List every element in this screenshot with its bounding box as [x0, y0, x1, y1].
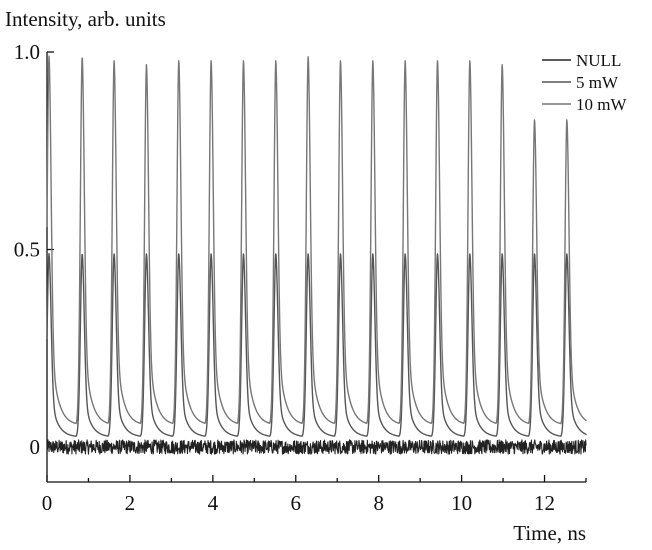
series-line-null: [46, 439, 587, 455]
x-tick-label: 6: [291, 491, 302, 515]
x-tick-label: 2: [125, 491, 136, 515]
axes: 0 2 4 6 8 10 12 0 0.5 1.0: [14, 40, 587, 515]
x-tick-label: 4: [208, 491, 219, 515]
x-axis-label: Time, ns: [513, 521, 586, 545]
x-tick-label: 12: [534, 491, 555, 515]
y-tick-label: 0: [30, 435, 41, 459]
y-tick-label: 1.0: [14, 40, 40, 64]
y-tick-label: 0.5: [14, 238, 40, 262]
x-tick-label: 10: [451, 491, 472, 515]
x-tick-label: 0: [42, 491, 53, 515]
legend-label: NULL: [576, 51, 621, 70]
series-line-5-mw: [46, 252, 587, 437]
plot-area: [46, 55, 587, 455]
legend: NULL 5 mW 10 mW: [542, 51, 627, 114]
legend-label: 5 mW: [576, 73, 619, 92]
legend-label: 10 mW: [576, 95, 627, 114]
x-tick-label: 8: [373, 491, 384, 515]
y-axis-label: Intensity, arb. units: [5, 7, 166, 31]
series-line-10-mw: [46, 55, 587, 425]
